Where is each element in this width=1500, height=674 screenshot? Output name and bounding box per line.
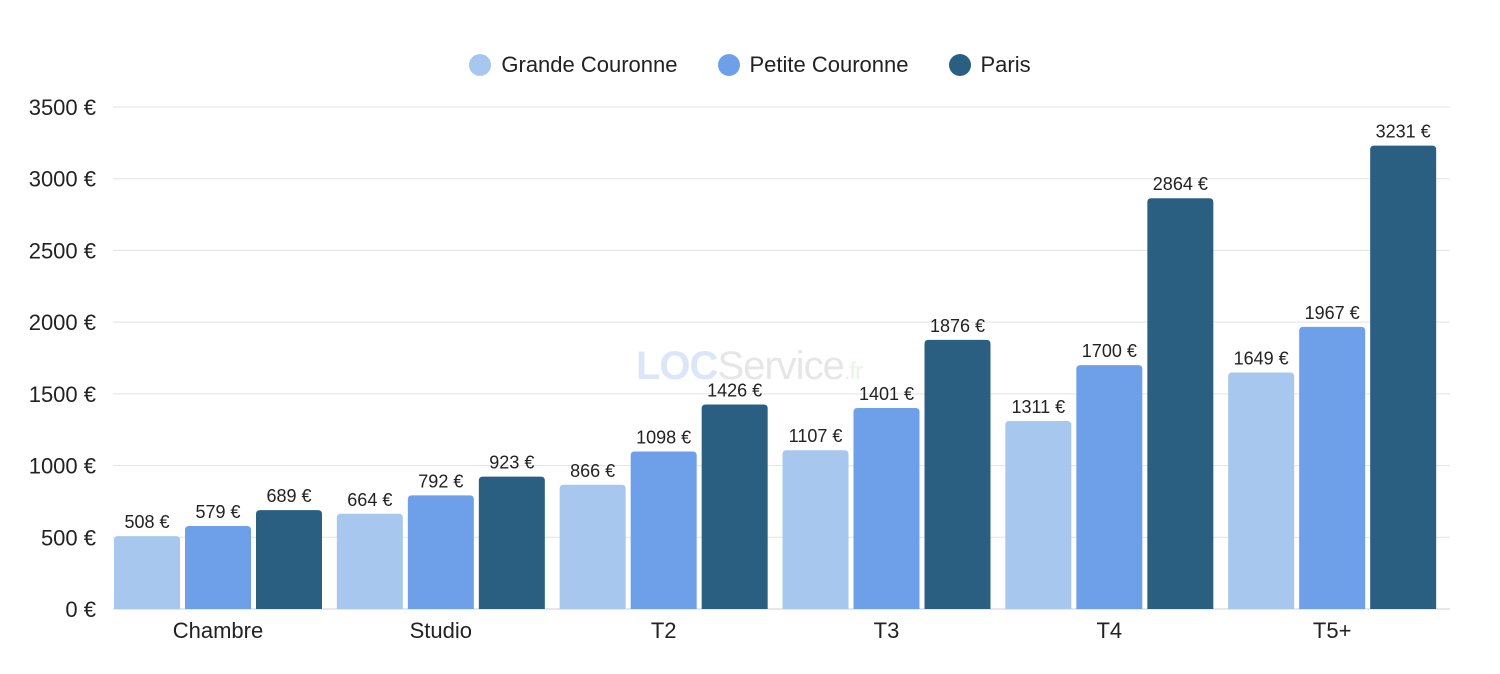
bar-paris-t4[interactable] (1147, 198, 1214, 609)
data-label: 508 € (124, 512, 169, 532)
data-label: 1426 € (707, 380, 762, 400)
x-axis: Chambre Studio T2 T3 T4 T5+ (173, 618, 1352, 643)
x-tick-label: Studio (410, 618, 472, 643)
data-label: 866 € (570, 461, 615, 481)
data-label: 792 € (418, 471, 463, 491)
y-tick-label: 1000 € (29, 454, 96, 479)
data-label: 664 € (347, 490, 392, 510)
data-label: 579 € (195, 502, 240, 522)
data-label: 3231 € (1376, 122, 1431, 142)
legend-swatch-paris (948, 54, 971, 76)
y-tick-label: 3000 € (29, 167, 96, 192)
bar-grande-couronne-t4[interactable] (1005, 420, 1072, 609)
x-tick-label: T2 (651, 618, 677, 643)
data-label: 1649 € (1234, 348, 1289, 368)
data-label: 923 € (489, 453, 534, 473)
bar-grande-couronne-t3[interactable] (782, 450, 849, 609)
bar-grande-couronne-chambre[interactable] (114, 536, 180, 609)
bar-paris-chambre[interactable] (256, 510, 322, 609)
y-tick-label: 2500 € (29, 238, 96, 263)
data-label: 1967 € (1305, 303, 1360, 323)
x-tick-label: T5+ (1313, 618, 1352, 643)
bars (114, 145, 1437, 610)
bar-grande-couronne-t2[interactable] (559, 484, 626, 609)
gridlines (113, 106, 1450, 610)
bar-petite-couronne-t2[interactable] (630, 451, 697, 609)
watermark-part-loc: LOC (636, 344, 718, 388)
data-label: 1098 € (636, 428, 691, 448)
legend-label-paris: Paris (980, 52, 1031, 77)
bar-paris-studio[interactable] (478, 476, 545, 609)
bar-paris-t2[interactable] (701, 404, 768, 609)
data-label: 1107 € (789, 426, 843, 446)
bar-grande-couronne-studio[interactable] (336, 513, 403, 609)
watermark-part-fr: .fr (843, 358, 863, 385)
y-tick-label: 2000 € (29, 310, 96, 335)
bar-paris-t3[interactable] (924, 339, 991, 609)
bar-paris-t5[interactable] (1370, 145, 1437, 610)
legend-label-petite-couronne: Petite Couronne (749, 52, 909, 77)
x-tick-label: Chambre (173, 618, 263, 643)
y-axis: 0 € 500 € 1000 € 1500 € 2000 € 2500 € 3000 € 35… (29, 95, 96, 622)
bar-petite-couronne-t3[interactable] (853, 408, 920, 609)
data-label: 1876 € (930, 316, 985, 336)
x-tick-label: T3 (874, 618, 900, 643)
watermark-part-service: Service (717, 344, 844, 388)
y-tick-label: 0 € (65, 597, 96, 622)
data-label: 1311 € (1011, 397, 1065, 417)
bar-petite-couronne-studio[interactable] (407, 495, 474, 609)
legend-item-paris[interactable]: Paris (948, 52, 1031, 78)
legend-swatch-petite-couronne (717, 54, 740, 76)
x-tick-label: T4 (1096, 618, 1122, 643)
data-label: 689 € (266, 486, 311, 506)
watermark-logo: LOCService.fr (636, 344, 863, 389)
legend-item-petite-couronne[interactable]: Petite Couronne (717, 52, 909, 78)
y-tick-label: 1500 € (29, 382, 96, 407)
data-label: 2864 € (1153, 174, 1208, 194)
legend-label-grande-couronne: Grande Couronne (501, 52, 678, 77)
bar-petite-couronne-chambre[interactable] (185, 525, 251, 609)
bar-petite-couronne-t4[interactable] (1076, 365, 1143, 609)
data-labels: 508 € 579 € 689 € 664 € 792 € 923 € 866 € 1098 … (124, 122, 1430, 533)
legend: Grande Couronne Petite Couronne Paris (0, 52, 1500, 78)
data-label: 1700 € (1082, 341, 1137, 361)
legend-item-grande-couronne[interactable]: Grande Couronne (469, 52, 678, 78)
bar-petite-couronne-t5[interactable] (1299, 326, 1366, 609)
y-tick-label: 3500 € (29, 95, 96, 120)
y-tick-label: 500 € (41, 525, 96, 550)
legend-swatch-grande-couronne (469, 54, 492, 76)
bar-grande-couronne-t5[interactable] (1228, 372, 1295, 609)
data-label: 1401 € (859, 384, 914, 404)
